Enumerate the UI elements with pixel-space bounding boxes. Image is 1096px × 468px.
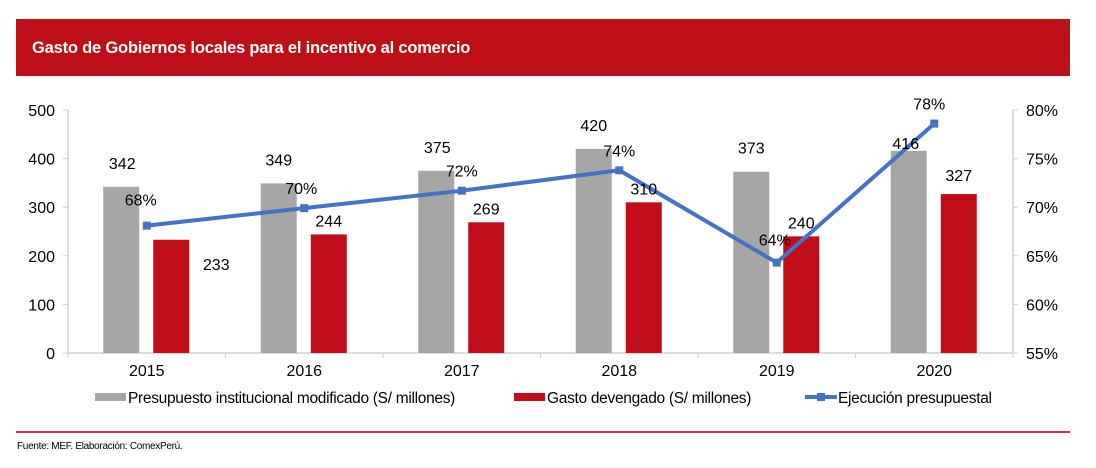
data-label-presupuesto: 375	[424, 140, 451, 157]
data-label-gasto: 310	[630, 181, 657, 198]
data-label-gasto: 233	[203, 257, 230, 274]
bar-gasto	[940, 194, 977, 353]
left-axis-tick-label: 500	[28, 103, 55, 120]
data-label-presupuesto: 342	[109, 156, 136, 173]
data-label-ejecucion: 64%	[759, 233, 791, 250]
legend-marker-ejecucion	[817, 393, 825, 401]
x-axis-tick-label: 2020	[916, 363, 952, 380]
data-label-gasto: 269	[473, 201, 500, 218]
legend-swatch-presupuesto	[95, 393, 126, 401]
left-axis-tick-label: 400	[28, 152, 55, 169]
legend-swatch-gasto	[514, 393, 545, 401]
right-axis-tick-label: 55%	[1026, 346, 1058, 363]
data-label-gasto: 244	[315, 213, 342, 230]
x-axis-tick-label: 2017	[444, 363, 480, 380]
footer-divider	[16, 431, 1070, 433]
bar-gasto	[468, 222, 505, 353]
data-label-presupuesto: 416	[892, 136, 919, 153]
line-marker	[142, 221, 151, 230]
data-labels: 342 233 349 244 375 269 420 310 373 240 416 327 68% 7…	[109, 97, 972, 274]
left-axis: 0 100 200 300 400 500	[28, 103, 69, 363]
bar-presupuesto	[103, 186, 140, 353]
data-label-presupuesto: 373	[738, 141, 765, 158]
data-label-gasto: 327	[945, 168, 972, 185]
data-label-presupuesto: 349	[265, 152, 292, 169]
left-axis-tick-label: 100	[28, 297, 55, 314]
x-axis-tick-label: 2015	[129, 363, 165, 380]
line-marker	[930, 119, 939, 128]
legend: Presupuesto institucional modificado (S/…	[95, 390, 992, 407]
line-marker	[457, 186, 466, 195]
bar-gasto	[783, 236, 820, 353]
bar-gasto	[310, 234, 347, 353]
data-label-ejecucion: 68%	[125, 193, 157, 210]
bar-gasto	[625, 202, 662, 353]
left-axis-tick-label: 0	[46, 346, 55, 363]
line-ejecucion	[146, 122, 936, 265]
right-axis-tick-label: 75%	[1026, 152, 1058, 169]
line-marker	[772, 258, 781, 267]
bar-presupuesto	[575, 148, 612, 353]
legend-label-presupuesto: Presupuesto institucional modificado (S/…	[128, 390, 455, 407]
data-label-presupuesto: 420	[580, 118, 607, 135]
chart: 0 100 200 300 400 500 55% 60% 65% 70% 75% 80% 2015…	[28, 97, 1058, 407]
bar-presupuesto	[733, 171, 770, 353]
data-label-ejecucion: 78%	[913, 97, 945, 114]
legend-label-gasto: Gasto devengado (S/ millones)	[547, 390, 751, 407]
source-note: Fuente: MEF. Elaboración: ComexPerú.	[17, 441, 183, 452]
right-axis-tick-label: 70%	[1026, 200, 1058, 217]
left-axis-tick-label: 200	[28, 249, 55, 266]
data-label-gasto: 240	[788, 215, 815, 232]
bar-presupuesto	[890, 150, 927, 353]
data-label-ejecucion: 74%	[603, 143, 635, 160]
x-axis-tick-label: 2019	[759, 363, 795, 380]
line-series	[142, 119, 939, 267]
x-axis-tick-label: 2016	[286, 363, 322, 380]
left-axis-tick-label: 300	[28, 200, 55, 217]
chart-title: Gasto de Gobiernos locales para el incen…	[32, 39, 471, 57]
legend-label-ejecucion: Ejecución presupuestal	[838, 390, 992, 407]
data-label-ejecucion: 72%	[446, 164, 478, 181]
line-marker	[615, 166, 624, 175]
bar-presupuesto	[418, 170, 455, 353]
x-axis: 2015 2016 2017 2018 2019 2020	[67, 352, 1014, 380]
title-bar: Gasto de Gobiernos locales para el incen…	[16, 19, 1070, 76]
bar-gasto	[153, 239, 190, 353]
right-axis-tick-label: 65%	[1026, 249, 1058, 266]
x-axis-tick-label: 2018	[601, 363, 637, 380]
right-axis-tick-label: 60%	[1026, 297, 1058, 314]
right-axis: 55% 60% 65% 70% 75% 80%	[1012, 103, 1058, 363]
right-axis-tick-label: 80%	[1026, 103, 1058, 120]
data-label-ejecucion: 70%	[285, 181, 317, 198]
line-marker	[300, 204, 309, 213]
bars	[103, 148, 977, 353]
